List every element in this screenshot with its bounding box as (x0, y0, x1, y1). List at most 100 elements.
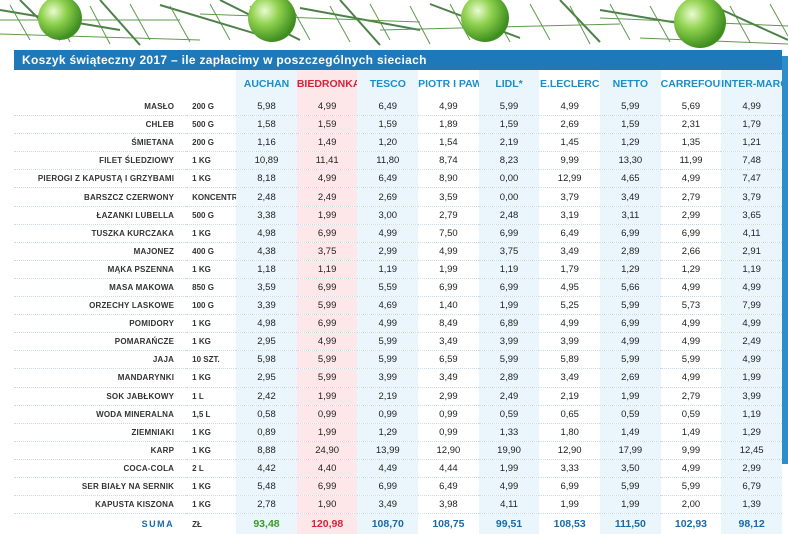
price-cell: 3,75 (296, 242, 358, 261)
product-name: SER BIAŁY NA SERNIK (14, 477, 187, 497)
product-unit: 1 KG (186, 260, 237, 279)
sum-label: SUMA (141, 519, 175, 530)
table-row: CHLEB 500 G 1,58 1,59 1,59 1,89 1,59 2,69 1,59 2,… (14, 115, 782, 135)
price-cell: 1,79 (721, 115, 782, 135)
christmas-branches-decoration (0, 0, 788, 56)
price-cell: 5,98 (236, 98, 297, 117)
price-cell: 3,33 (539, 459, 601, 478)
sum-value: 111,50 (600, 513, 661, 534)
price-cell: 5,99 (357, 332, 419, 352)
price-cell: 3,49 (600, 187, 661, 207)
price-cell: 0,59 (600, 405, 661, 424)
price-cell: 4,99 (539, 98, 601, 117)
table-row: SOK JABŁKOWY 1 L 2,42 1,99 2,19 2,99 2,49 2,19 1… (14, 387, 782, 406)
price-cell: 5,66 (600, 278, 661, 298)
product-unit: 200 G (186, 98, 237, 117)
price-cell: 1,39 (721, 495, 782, 515)
price-cell: 4,99 (721, 278, 782, 298)
sum-value: 93,48 (236, 513, 297, 534)
table-row: ZIEMNIAKI 1 KG 0,89 1,99 1,29 0,99 1,33 1,80 1,4… (14, 423, 782, 442)
price-cell: 4,99 (721, 98, 782, 117)
product-unit: 1 KG (186, 368, 237, 388)
price-cell: 1,99 (600, 495, 661, 515)
price-cell: 5,99 (660, 350, 722, 370)
product-name: SOK JABŁKOWY (14, 387, 187, 406)
table-row: ORZECHY LASKOWE 100 G 3,39 5,99 4,69 1,40 1,99… (14, 296, 782, 316)
sum-row: SUMA ZŁ 93,48 120,98 108,70 108,75 99,51 108,53… (14, 513, 782, 534)
price-cell: 4,40 (296, 459, 358, 478)
product-unit: 1,5 L (186, 405, 237, 424)
price-cell: 4,99 (660, 368, 722, 388)
price-cell: 6,79 (721, 477, 782, 497)
price-cell: 1,59 (600, 115, 661, 135)
product-unit: 1 KG (186, 169, 237, 189)
price-cell: 1,29 (600, 133, 661, 153)
table-row: KAPUSTA KISZONA 1 KG 2,78 1,90 3,49 3,98 4,11 1… (14, 495, 782, 515)
product-name: POMARAŃCZE (14, 332, 187, 352)
price-cell: 2,89 (600, 242, 661, 261)
price-cell: 1,19 (721, 405, 782, 424)
header-store-4: LIDL* (478, 70, 540, 98)
price-cell: 5,99 (357, 350, 419, 370)
price-cell: 2,79 (660, 187, 722, 207)
price-cell: 1,49 (600, 423, 661, 442)
sum-value: 108,75 (418, 513, 479, 534)
sum-value: 108,53 (539, 513, 601, 534)
price-cell: 1,29 (721, 423, 782, 442)
price-cell: 0,99 (357, 405, 419, 424)
price-cell: 0,99 (418, 405, 479, 424)
price-cell: 8,88 (236, 441, 297, 460)
table-row: MASŁO 200 G 5,98 4,99 6,49 4,99 5,99 4,99 5,99 5,… (14, 98, 782, 117)
price-cell: 5,99 (296, 296, 358, 316)
sum-value: 99,51 (478, 513, 540, 534)
price-cell: 1,80 (539, 423, 601, 442)
price-cell: 7,47 (721, 169, 782, 189)
product-unit: 500 G (186, 206, 237, 225)
header-store-6: NETTO (600, 70, 661, 98)
price-cell: 0,00 (478, 169, 540, 189)
price-cell: 3,99 (357, 368, 419, 388)
product-name: FILET ŚLEDZIOWY (14, 151, 187, 171)
price-cell: 4,99 (660, 278, 722, 298)
price-cell: 1,35 (660, 133, 722, 153)
header-store-0: AUCHAN (236, 70, 297, 98)
price-cell: 2,49 (721, 332, 782, 352)
price-cell: 7,99 (721, 296, 782, 316)
price-cell: 6,99 (539, 477, 601, 497)
price-cell: 6,99 (600, 314, 661, 334)
price-cell: 3,19 (539, 206, 601, 225)
price-cell: 2,69 (539, 115, 601, 135)
price-cell: 4,99 (296, 169, 358, 189)
price-cell: 0,58 (236, 405, 297, 424)
price-cell: 4,99 (660, 459, 722, 478)
price-cell: 2,89 (478, 368, 540, 388)
price-cell: 1,99 (296, 387, 358, 406)
price-cell: 5,99 (296, 350, 358, 370)
price-cell: 4,99 (418, 98, 479, 117)
header-store-1: BIEDRONKA* (296, 70, 358, 98)
price-cell: 9,99 (660, 441, 722, 460)
price-cell: 3,99 (721, 387, 782, 406)
sum-value: 120,98 (296, 513, 358, 534)
price-cell: 4,98 (236, 224, 297, 243)
price-cell: 2,00 (660, 495, 722, 515)
product-name: TUSZKA KURCZAKA (14, 224, 187, 243)
price-cell: 4,99 (539, 314, 601, 334)
product-unit: 850 G (186, 278, 237, 298)
price-cell: 6,99 (600, 224, 661, 243)
price-cell: 3,98 (418, 495, 479, 515)
price-cell: 1,58 (236, 115, 297, 135)
price-cell: 1,29 (357, 423, 419, 442)
product-name: COCA-COLA (14, 459, 187, 478)
price-cell: 1,29 (660, 260, 722, 279)
price-cell: 3,49 (418, 332, 479, 352)
price-cell: 4,99 (721, 350, 782, 370)
header-unit (186, 70, 236, 98)
price-cell: 6,99 (478, 224, 540, 243)
price-cell: 1,99 (478, 296, 540, 316)
price-cell: 4,69 (357, 296, 419, 316)
product-name: CHLEB (14, 115, 187, 135)
product-unit: 10 SZT. (186, 350, 237, 370)
